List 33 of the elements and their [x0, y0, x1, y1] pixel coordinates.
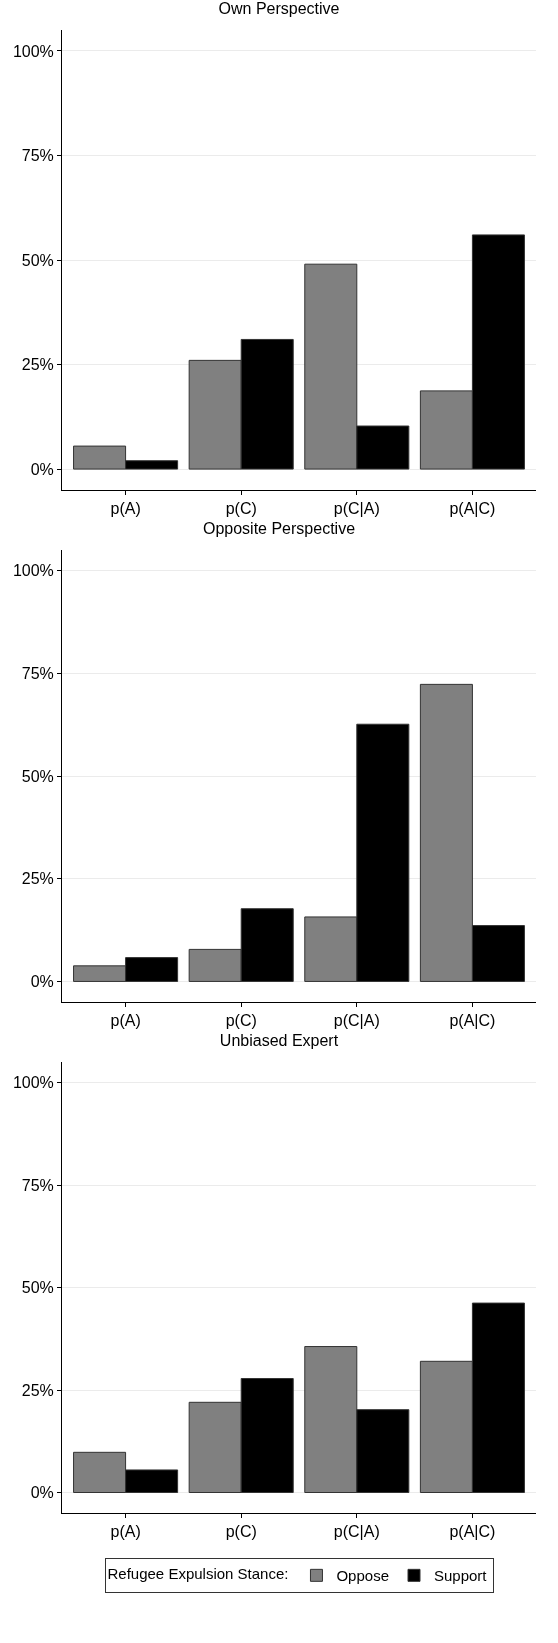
y-tick-label: 50% [21, 767, 54, 785]
legend-title: Refugee Expulsion Stance: [107, 1564, 289, 1582]
x-tick-label: p(C|A) [333, 1523, 380, 1541]
y-tick-label: 25% [21, 1381, 54, 1399]
x-tick-label: p(A) [110, 500, 141, 518]
y-tick-label: 0% [30, 1484, 54, 1502]
y-tick-label: 100% [12, 1074, 54, 1092]
y-tick-label: 50% [21, 1279, 54, 1297]
y-tick-label: 75% [21, 664, 54, 682]
y-tick-label: 25% [21, 870, 54, 888]
y-tick-label: 100% [12, 42, 54, 60]
y-tick-label: 75% [21, 1176, 54, 1194]
legend-label: Oppose [336, 1567, 389, 1585]
x-tick-label: p(C) [225, 500, 257, 518]
y-tick-label: 50% [21, 251, 54, 269]
chart-title: Unbiased Expert [219, 1032, 339, 1050]
y-tick-label: 25% [21, 356, 54, 374]
chart-title: Own Perspective [218, 0, 340, 17]
chart-title: Opposite Perspective [202, 519, 356, 537]
y-tick-label: 0% [30, 460, 54, 478]
x-tick-label: p(C|A) [333, 1012, 380, 1030]
y-tick-label: 75% [21, 147, 54, 165]
y-tick-label: 100% [12, 562, 54, 580]
x-tick-label: p(A|C) [449, 1523, 496, 1541]
legend-label: Support [434, 1567, 488, 1585]
x-tick-label: p(A) [110, 1012, 141, 1030]
x-tick-label: p(A|C) [449, 1012, 496, 1030]
x-tick-label: p(C|A) [333, 500, 380, 518]
y-tick-label: 0% [30, 973, 54, 991]
x-tick-label: p(A) [110, 1523, 141, 1541]
x-tick-label: p(C) [225, 1012, 257, 1030]
x-tick-label: p(A|C) [449, 500, 496, 518]
x-tick-label: p(C) [225, 1523, 257, 1541]
